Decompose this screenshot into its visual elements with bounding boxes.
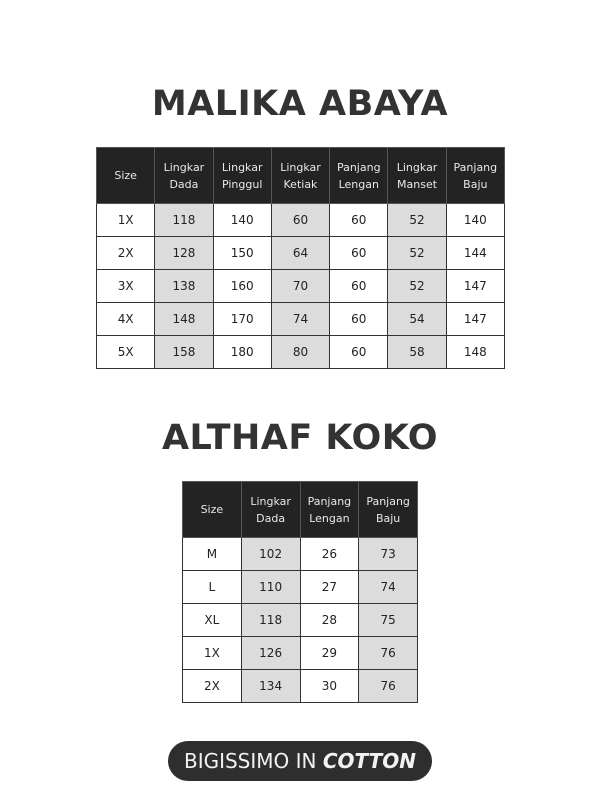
measurement-cell: 26 bbox=[299, 537, 360, 571]
size-cell: 5X bbox=[95, 335, 156, 369]
measurement-cell: 58 bbox=[387, 335, 447, 369]
table-row: 1X 118 140 60 60 52 140 bbox=[95, 203, 506, 237]
column-header: Lingkar Pinggul bbox=[212, 147, 272, 204]
size-cell: 1X bbox=[182, 636, 242, 670]
column-header: Lingkar Dada bbox=[240, 481, 301, 538]
size-cell: 2X bbox=[95, 236, 156, 270]
header-row: Size Lingkar Dada Lingkar Pinggul Lingkar K… bbox=[95, 147, 506, 204]
measurement-cell: 102 bbox=[240, 537, 301, 571]
column-header: Size bbox=[182, 481, 242, 538]
measurement-cell: 138 bbox=[154, 269, 214, 303]
size-cell: XL bbox=[182, 603, 242, 637]
measurement-cell: 52 bbox=[387, 269, 447, 303]
measurement-cell: 140 bbox=[445, 203, 506, 237]
measurement-cell: 60 bbox=[329, 236, 389, 270]
banner-emphasis: COTTON bbox=[322, 749, 417, 773]
measurement-cell: 75 bbox=[358, 603, 418, 637]
banner-prefix: BIGISSIMO IN bbox=[183, 749, 323, 773]
table-row: 5X 158 180 80 60 58 148 bbox=[95, 335, 506, 369]
malika-abaya-size-table: Size Lingkar Dada Lingkar Pinggul Lingkar K… bbox=[95, 147, 506, 369]
table-row: XL 118 28 75 bbox=[182, 603, 418, 637]
althaf-koko-size-table: Size Lingkar Dada Panjang Lengan Panjang Ba… bbox=[182, 481, 418, 703]
size-cell: L bbox=[182, 570, 242, 604]
measurement-cell: 70 bbox=[270, 269, 331, 303]
table-row: 2X 128 150 64 60 52 144 bbox=[95, 236, 506, 270]
measurement-cell: 148 bbox=[154, 302, 214, 336]
measurement-cell: 76 bbox=[358, 669, 418, 703]
header-row: Size Lingkar Dada Panjang Lengan Panjang Ba… bbox=[182, 481, 418, 538]
measurement-cell: 160 bbox=[212, 269, 272, 303]
table-row: M 102 26 73 bbox=[182, 537, 418, 571]
measurement-cell: 30 bbox=[299, 669, 360, 703]
bigissimo-cotton-banner: BIGISSIMO IN COTTON bbox=[168, 741, 432, 781]
measurement-cell: 60 bbox=[270, 203, 331, 237]
measurement-cell: 134 bbox=[240, 669, 301, 703]
measurement-cell: 60 bbox=[329, 269, 389, 303]
column-header: Panjang Baju bbox=[358, 481, 418, 538]
column-header: Panjang Baju bbox=[445, 147, 506, 204]
measurement-cell: 147 bbox=[445, 302, 506, 336]
measurement-cell: 180 bbox=[212, 335, 272, 369]
measurement-cell: 144 bbox=[445, 236, 506, 270]
measurement-cell: 27 bbox=[299, 570, 360, 604]
measurement-cell: 29 bbox=[299, 636, 360, 670]
measurement-cell: 28 bbox=[299, 603, 360, 637]
measurement-cell: 54 bbox=[387, 302, 447, 336]
measurement-cell: 73 bbox=[358, 537, 418, 571]
measurement-cell: 147 bbox=[445, 269, 506, 303]
measurement-cell: 74 bbox=[270, 302, 331, 336]
table-row: 2X 134 30 76 bbox=[182, 669, 418, 703]
size-cell: M bbox=[182, 537, 242, 571]
measurement-cell: 80 bbox=[270, 335, 331, 369]
measurement-cell: 118 bbox=[154, 203, 214, 237]
size-cell: 4X bbox=[95, 302, 156, 336]
measurement-cell: 60 bbox=[329, 335, 389, 369]
measurement-cell: 64 bbox=[270, 236, 331, 270]
measurement-cell: 118 bbox=[240, 603, 301, 637]
column-header: Lingkar Manset bbox=[387, 147, 447, 204]
measurement-cell: 52 bbox=[387, 236, 447, 270]
measurement-cell: 52 bbox=[387, 203, 447, 237]
measurement-cell: 76 bbox=[358, 636, 418, 670]
column-header: Panjang Lengan bbox=[329, 147, 389, 204]
measurement-cell: 126 bbox=[240, 636, 301, 670]
column-header: Lingkar Dada bbox=[154, 147, 214, 204]
measurement-cell: 170 bbox=[212, 302, 272, 336]
column-header: Lingkar Ketiak bbox=[270, 147, 331, 204]
measurement-cell: 128 bbox=[154, 236, 214, 270]
table-row: 4X 148 170 74 60 54 147 bbox=[95, 302, 506, 336]
althaf-koko-title: ALTHAF KOKO bbox=[161, 418, 439, 458]
table-row: 3X 138 160 70 60 52 147 bbox=[95, 269, 506, 303]
table-row: L 110 27 74 bbox=[182, 570, 418, 604]
size-cell: 3X bbox=[95, 269, 156, 303]
measurement-cell: 60 bbox=[329, 302, 389, 336]
column-header: Panjang Lengan bbox=[299, 481, 360, 538]
measurement-cell: 158 bbox=[154, 335, 214, 369]
measurement-cell: 148 bbox=[445, 335, 506, 369]
measurement-cell: 74 bbox=[358, 570, 418, 604]
measurement-cell: 110 bbox=[240, 570, 301, 604]
column-header: Size bbox=[95, 147, 156, 204]
measurement-cell: 150 bbox=[212, 236, 272, 270]
measurement-cell: 140 bbox=[212, 203, 272, 237]
measurement-cell: 60 bbox=[329, 203, 389, 237]
malika-abaya-title: MALIKA ABAYA bbox=[151, 84, 449, 124]
size-cell: 1X bbox=[95, 203, 156, 237]
size-cell: 2X bbox=[182, 669, 242, 703]
table-row: 1X 126 29 76 bbox=[182, 636, 418, 670]
